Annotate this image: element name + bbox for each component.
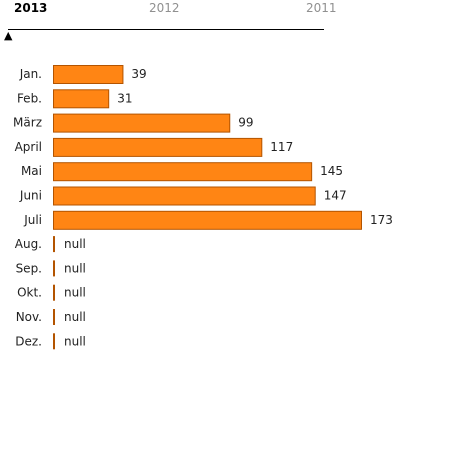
category-label: Mai bbox=[21, 164, 42, 178]
category-label: Okt. bbox=[17, 286, 42, 300]
value-label: null bbox=[64, 237, 86, 251]
value-label: null bbox=[64, 286, 86, 300]
category-label: Dez. bbox=[15, 334, 42, 348]
value-label: null bbox=[64, 261, 86, 275]
category-label: Aug. bbox=[15, 237, 42, 251]
tab-2013[interactable]: 2013 bbox=[14, 1, 48, 15]
value-label: 145 bbox=[320, 164, 343, 178]
bar[interactable] bbox=[53, 210, 362, 230]
bar-empty[interactable] bbox=[53, 236, 55, 253]
value-label: 173 bbox=[370, 213, 393, 227]
value-label: null bbox=[64, 310, 86, 324]
category-label: Sep. bbox=[16, 261, 42, 275]
timeline-rule bbox=[8, 29, 324, 30]
timeline-marker-icon[interactable]: ▲ bbox=[4, 29, 13, 42]
category-label: März bbox=[13, 116, 42, 130]
value-label: 147 bbox=[324, 189, 347, 203]
bar-empty[interactable] bbox=[53, 309, 55, 325]
value-label: null bbox=[64, 334, 86, 348]
bar-empty[interactable] bbox=[53, 333, 55, 350]
year-tabs: 2013 2012 2011 bbox=[0, 0, 460, 20]
bar[interactable] bbox=[53, 89, 110, 109]
value-label: 99 bbox=[238, 116, 253, 130]
category-label: Juni bbox=[19, 189, 42, 203]
bar-empty[interactable] bbox=[53, 260, 55, 277]
tab-2012[interactable]: 2012 bbox=[149, 1, 180, 15]
bar[interactable] bbox=[53, 113, 231, 133]
bar-empty[interactable] bbox=[53, 284, 55, 301]
bar[interactable] bbox=[53, 137, 263, 157]
value-label: 117 bbox=[270, 140, 293, 154]
category-label: Jan. bbox=[19, 67, 42, 81]
category-label: Feb. bbox=[17, 91, 42, 105]
category-label: Juli bbox=[23, 213, 42, 227]
category-label: Nov. bbox=[16, 310, 42, 324]
tab-2011[interactable]: 2011 bbox=[306, 1, 337, 15]
value-label: 39 bbox=[131, 67, 146, 81]
bar[interactable] bbox=[53, 65, 124, 84]
value-label: 31 bbox=[117, 91, 132, 105]
bar[interactable] bbox=[53, 162, 313, 182]
category-label: April bbox=[15, 140, 42, 154]
bar[interactable] bbox=[53, 186, 316, 206]
